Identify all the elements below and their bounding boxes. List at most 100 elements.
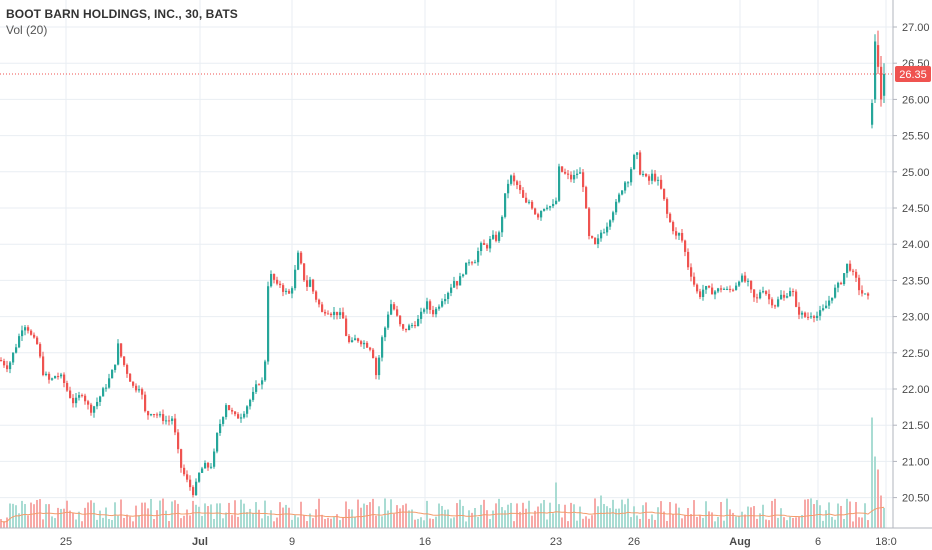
volume-bar <box>477 517 479 528</box>
candle-body <box>705 286 708 290</box>
candlestick <box>396 305 399 317</box>
candle-body <box>387 314 390 328</box>
candle-body <box>162 414 165 422</box>
candle-body <box>546 207 549 209</box>
candlestick <box>9 360 12 374</box>
volume-bar <box>552 513 554 528</box>
volume-bar <box>831 516 833 528</box>
volume-bar <box>96 519 98 528</box>
volume-bar <box>306 521 308 528</box>
candle-body <box>54 376 57 379</box>
volume-bar <box>687 508 689 528</box>
candle-body <box>216 433 219 452</box>
volume-bar <box>813 504 815 528</box>
candle-body <box>339 312 342 316</box>
candle-body <box>768 294 771 300</box>
volume-bar <box>495 503 497 528</box>
volume-bar <box>201 515 203 528</box>
volume-bar <box>558 504 560 528</box>
volume-bar <box>483 499 485 528</box>
candlestick <box>171 415 174 425</box>
candle-body <box>498 232 501 241</box>
candle-body <box>102 388 105 397</box>
candle-body <box>186 474 189 480</box>
price-tick-label: 21.50 <box>902 420 930 432</box>
candle-body <box>234 411 237 415</box>
candlestick <box>582 169 585 193</box>
candle-body <box>237 414 240 419</box>
candle-body <box>156 414 159 416</box>
candlestick <box>465 262 468 275</box>
candlestick <box>486 243 489 251</box>
volume-bar <box>108 519 110 528</box>
price-tick-label: 24.00 <box>902 239 930 251</box>
candle-body <box>297 252 300 270</box>
candle-body <box>660 179 663 189</box>
candle-body <box>351 340 354 342</box>
candle-body <box>201 468 204 473</box>
candlestick <box>759 289 762 300</box>
candle-body <box>693 276 696 285</box>
price-tick-label: 24.50 <box>902 203 930 215</box>
candlestick <box>768 289 771 305</box>
volume-bar <box>645 502 647 528</box>
volume-bar <box>747 506 749 528</box>
chart-grid <box>0 0 893 528</box>
volume-bar <box>393 513 395 528</box>
candle-body <box>558 166 561 201</box>
volume-bar <box>75 519 77 528</box>
volume-bar <box>591 515 593 528</box>
candlestick <box>813 314 816 323</box>
candlestick <box>462 273 465 278</box>
candlestick <box>390 299 393 316</box>
volume-bar <box>759 513 761 528</box>
volume-bar <box>366 504 368 528</box>
volume-bar <box>627 498 629 528</box>
volume-bar <box>351 509 353 528</box>
volume-bar <box>255 502 257 528</box>
candlestick <box>300 250 303 265</box>
volume-indicator-label[interactable]: Vol (20) <box>6 23 48 37</box>
volume-bar <box>666 520 668 528</box>
candlestick <box>204 460 207 469</box>
candlestick <box>510 174 513 186</box>
candlestick <box>858 274 861 296</box>
candlestick <box>189 475 192 491</box>
candle-body <box>597 238 600 245</box>
candle-body <box>411 325 414 327</box>
candle-body <box>831 297 834 301</box>
candle-body <box>477 251 480 263</box>
candle-body <box>531 201 534 209</box>
volume-bar <box>117 515 119 528</box>
candle-body <box>222 417 225 424</box>
candle-body <box>702 289 705 298</box>
volume-bar <box>408 510 410 528</box>
price-tick-label: 27.00 <box>902 22 930 34</box>
candlestick <box>648 174 651 185</box>
candlestick <box>651 169 654 185</box>
candle-body <box>579 172 582 174</box>
volume-bar <box>261 518 263 528</box>
candlestick <box>72 394 75 408</box>
candle-body <box>303 263 306 281</box>
candlestick <box>786 293 789 299</box>
candlestick <box>213 448 216 469</box>
candle-body <box>402 324 405 329</box>
candle-body <box>93 406 96 413</box>
candlestick <box>42 351 45 377</box>
candlestick <box>357 337 360 343</box>
symbol-title[interactable]: BOOT BARN HOLDINGS, INC., 30, BATS <box>6 7 238 21</box>
candlestick <box>774 304 777 309</box>
volume-bar <box>675 503 677 528</box>
candlestick <box>765 290 768 296</box>
volume-bar <box>126 514 128 528</box>
candle-body <box>880 66 883 100</box>
candle-body <box>177 432 180 450</box>
candlestick <box>750 280 753 294</box>
candlestick <box>84 393 87 405</box>
candlestick <box>690 263 693 282</box>
candlestick <box>420 307 423 324</box>
candlestick <box>114 364 117 373</box>
volume-bar <box>222 518 224 528</box>
